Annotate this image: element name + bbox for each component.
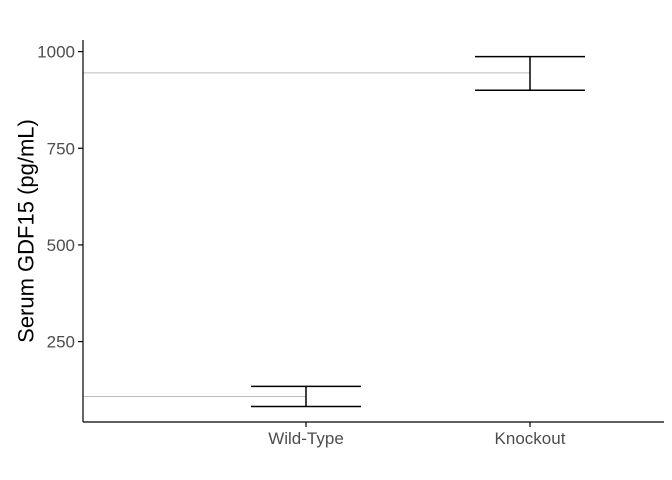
y-tick-label: 750 — [47, 139, 75, 158]
axes — [82, 40, 664, 423]
x-tick-label: Knockout — [495, 429, 566, 448]
x-tick-label: Wild-Type — [268, 429, 344, 448]
error-bars — [251, 55, 585, 408]
y-tick-label: 1000 — [37, 43, 75, 62]
error-bar — [475, 55, 585, 92]
y-tick-label: 500 — [47, 236, 75, 255]
x-ticks: Wild-Type Knockout — [268, 422, 566, 448]
y-ticks: 250 500 750 1000 — [37, 43, 83, 352]
y-tick-label: 250 — [47, 333, 75, 352]
error-bar — [251, 385, 361, 408]
reference-lines — [83, 72, 530, 397]
y-axis-title: Serum GDF15 (pg/mL) — [14, 119, 39, 343]
